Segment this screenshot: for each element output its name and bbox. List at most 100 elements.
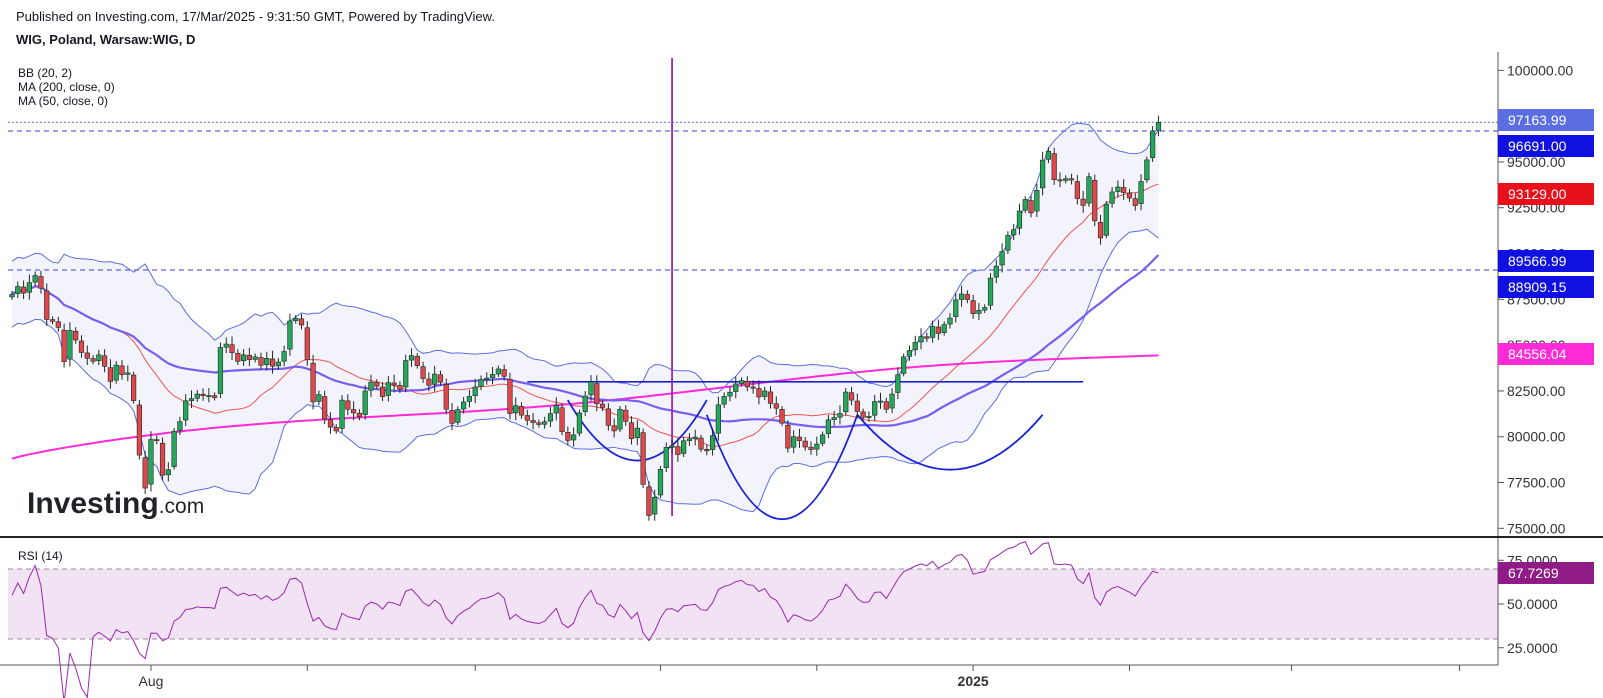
candle[interactable] bbox=[1097, 214, 1104, 245]
candle[interactable] bbox=[159, 437, 166, 481]
candle[interactable] bbox=[443, 378, 449, 415]
candle[interactable] bbox=[310, 354, 316, 410]
candle[interactable] bbox=[941, 321, 947, 336]
candle[interactable] bbox=[773, 396, 779, 415]
candle[interactable] bbox=[802, 436, 808, 451]
candle[interactable] bbox=[304, 321, 310, 366]
candle[interactable] bbox=[298, 313, 305, 330]
candle[interactable] bbox=[721, 392, 727, 408]
candle[interactable] bbox=[854, 393, 860, 419]
candle[interactable] bbox=[518, 402, 525, 419]
candle[interactable] bbox=[194, 389, 200, 402]
candle[interactable] bbox=[258, 352, 264, 370]
candle[interactable] bbox=[73, 327, 79, 344]
candle[interactable] bbox=[982, 304, 988, 314]
candle[interactable] bbox=[345, 394, 351, 416]
candle[interactable] bbox=[808, 441, 814, 455]
candle[interactable] bbox=[547, 407, 554, 428]
candle[interactable] bbox=[368, 374, 374, 397]
candle[interactable] bbox=[78, 335, 85, 358]
candle[interactable] bbox=[912, 335, 918, 356]
candle[interactable] bbox=[130, 371, 137, 404]
candle[interactable] bbox=[449, 402, 455, 431]
candle[interactable] bbox=[1126, 188, 1133, 202]
candle[interactable] bbox=[1103, 200, 1109, 239]
candle[interactable] bbox=[1138, 174, 1144, 211]
candle[interactable] bbox=[576, 409, 583, 437]
candle[interactable] bbox=[599, 399, 606, 412]
candle[interactable] bbox=[148, 431, 154, 492]
candle[interactable] bbox=[657, 466, 664, 498]
candle[interactable] bbox=[61, 323, 67, 368]
candle[interactable] bbox=[1109, 187, 1115, 208]
candle[interactable] bbox=[293, 315, 299, 324]
candle[interactable] bbox=[750, 380, 756, 394]
candle[interactable] bbox=[38, 270, 44, 294]
candle[interactable] bbox=[513, 397, 519, 421]
indicator-ma200[interactable]: MA (200, close, 0) bbox=[18, 80, 115, 94]
candle[interactable] bbox=[727, 386, 733, 402]
candle[interactable] bbox=[96, 349, 102, 366]
candle[interactable] bbox=[837, 405, 843, 425]
candle[interactable] bbox=[252, 353, 258, 363]
candle[interactable] bbox=[640, 428, 646, 489]
candle[interactable] bbox=[883, 397, 889, 413]
candle[interactable] bbox=[188, 390, 195, 409]
candle[interactable] bbox=[217, 342, 224, 398]
candle[interactable] bbox=[571, 427, 577, 447]
candle[interactable] bbox=[860, 408, 866, 421]
candle[interactable] bbox=[704, 444, 710, 456]
candle[interactable] bbox=[1086, 172, 1092, 207]
candle[interactable] bbox=[698, 434, 704, 453]
candle[interactable] bbox=[379, 382, 386, 402]
candle[interactable] bbox=[779, 406, 785, 427]
candle[interactable] bbox=[895, 367, 901, 400]
pattern-arc[interactable] bbox=[705, 414, 859, 520]
candle[interactable] bbox=[362, 385, 368, 420]
candle[interactable] bbox=[1057, 172, 1063, 188]
candle[interactable] bbox=[796, 428, 803, 448]
candle[interactable] bbox=[1150, 126, 1156, 163]
candle[interactable] bbox=[524, 409, 530, 426]
candle[interactable] bbox=[999, 243, 1005, 273]
candle[interactable] bbox=[970, 294, 976, 319]
candle[interactable] bbox=[1022, 196, 1028, 214]
candle[interactable] bbox=[1040, 151, 1046, 196]
candle[interactable] bbox=[495, 365, 501, 377]
candle[interactable] bbox=[20, 280, 27, 300]
candle[interactable] bbox=[142, 451, 148, 494]
candle[interactable] bbox=[374, 379, 380, 390]
candle[interactable] bbox=[611, 418, 617, 438]
candle[interactable] bbox=[819, 431, 826, 447]
candle[interactable] bbox=[744, 376, 750, 392]
candle[interactable] bbox=[924, 332, 930, 343]
candle[interactable] bbox=[455, 406, 461, 426]
candle[interactable] bbox=[322, 390, 328, 425]
candle[interactable] bbox=[756, 380, 762, 405]
candle[interactable] bbox=[165, 462, 171, 482]
candle[interactable] bbox=[993, 259, 999, 284]
pattern-arc[interactable] bbox=[856, 414, 1044, 471]
candle[interactable] bbox=[935, 319, 941, 341]
candle[interactable] bbox=[403, 354, 409, 393]
candle[interactable] bbox=[1045, 147, 1052, 164]
candle[interactable] bbox=[119, 360, 125, 380]
candle[interactable] bbox=[125, 365, 131, 382]
candle[interactable] bbox=[1028, 195, 1034, 218]
candle[interactable] bbox=[582, 391, 588, 417]
candle[interactable] bbox=[316, 390, 322, 406]
candle[interactable] bbox=[275, 357, 281, 370]
candle[interactable] bbox=[136, 400, 142, 460]
candle[interactable] bbox=[785, 420, 791, 453]
candle[interactable] bbox=[1011, 223, 1017, 241]
candle[interactable] bbox=[200, 388, 206, 401]
candle[interactable] bbox=[287, 313, 293, 356]
candle[interactable] bbox=[32, 271, 38, 286]
candle[interactable] bbox=[408, 348, 415, 367]
candle[interactable] bbox=[767, 386, 774, 409]
candle[interactable] bbox=[113, 360, 119, 384]
candle[interactable] bbox=[327, 412, 334, 434]
candle[interactable] bbox=[223, 337, 229, 354]
pattern-arc[interactable] bbox=[567, 399, 708, 462]
candle[interactable] bbox=[269, 350, 276, 374]
